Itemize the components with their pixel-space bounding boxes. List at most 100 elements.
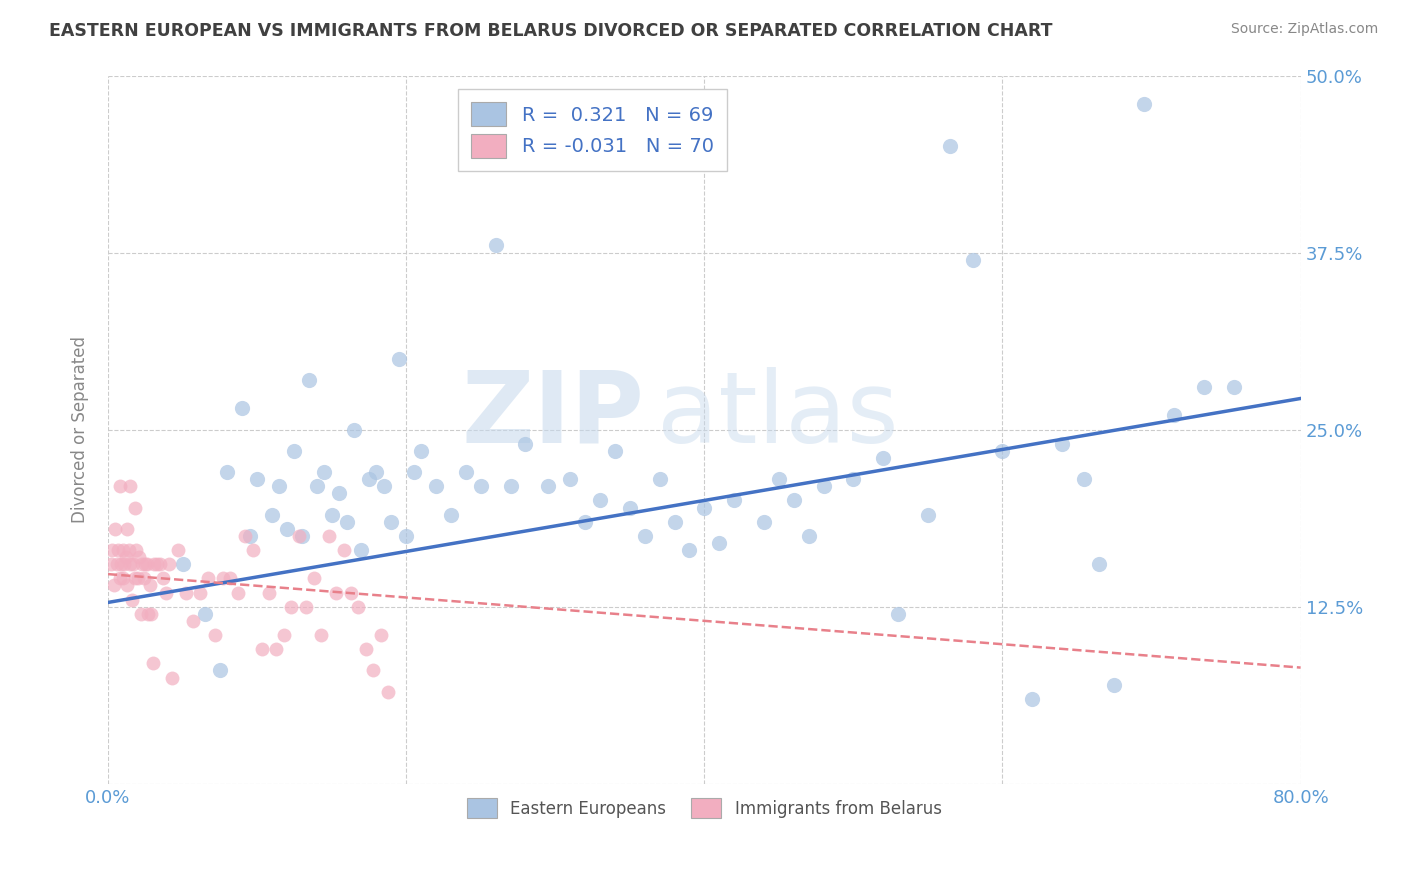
Point [1021,691,1043,706]
Text: atlas: atlas [657,367,898,464]
Point [962,252,984,267]
Point [118,543,141,558]
Point [370,628,392,642]
Point [325,585,347,599]
Point [377,684,399,698]
Point [402,465,425,479]
Point [678,543,700,558]
Point [619,500,641,515]
Point [190,585,212,599]
Point [560,472,582,486]
Point [128,550,150,565]
Point [132,571,155,585]
Point [797,529,820,543]
Point [354,642,377,657]
Point [211,571,233,585]
Point [350,543,373,558]
Point [120,479,142,493]
Point [603,443,626,458]
Point [1222,380,1244,394]
Point [141,607,163,621]
Point [276,522,298,536]
Point [115,550,138,565]
Point [155,585,177,599]
Point [484,238,506,252]
Point [1088,557,1111,571]
Point [1073,472,1095,486]
Point [108,479,131,493]
Point [226,585,249,599]
Text: EASTERN EUROPEAN VS IMMIGRANTS FROM BELARUS DIVORCED OR SEPARATED CORRELATION CH: EASTERN EUROPEAN VS IMMIGRANTS FROM BELA… [49,22,1053,40]
Point [127,571,149,585]
Point [1133,96,1156,111]
Point [121,592,143,607]
Point [117,578,139,592]
Point [515,437,537,451]
Point [269,479,291,493]
Point [723,493,745,508]
Point [104,522,127,536]
Point [266,642,288,657]
Point [204,628,226,642]
Point [124,571,146,585]
Point [288,529,311,543]
Point [295,599,318,614]
Point [991,443,1014,458]
Point [112,557,135,571]
Point [425,479,447,493]
Point [314,465,336,479]
Point [1163,409,1185,423]
Point [332,543,354,558]
Point [470,479,492,493]
Point [373,479,395,493]
Point [167,543,190,558]
Point [291,529,314,543]
Point [380,515,402,529]
Point [105,557,128,571]
Point [273,628,295,642]
Point [257,585,280,599]
Point [813,479,835,493]
Point [335,515,357,529]
Point [117,522,139,536]
Point [239,529,262,543]
Point [197,571,219,585]
Legend: Eastern Europeans, Immigrants from Belarus: Eastern Europeans, Immigrants from Belar… [460,791,948,825]
Point [309,628,332,642]
Y-axis label: Divorced or Separated: Divorced or Separated [72,336,89,523]
Point [246,472,269,486]
Point [363,664,385,678]
Point [194,607,217,621]
Point [752,515,775,529]
Point [537,479,560,493]
Point [174,585,197,599]
Point [217,465,239,479]
Point [340,585,363,599]
Point [134,557,156,571]
Point [939,139,962,153]
Point [842,472,865,486]
Point [131,557,153,571]
Point [768,472,790,486]
Point [395,529,418,543]
Point [250,642,273,657]
Point [783,493,806,508]
Point [101,543,124,558]
Point [634,529,657,543]
Point [219,571,242,585]
Point [129,607,152,621]
Point [872,450,894,465]
Point [343,423,366,437]
Point [280,599,302,614]
Point [589,493,612,508]
Point [454,465,477,479]
Point [149,557,172,571]
Point [302,571,325,585]
Point [283,443,305,458]
Point [366,465,388,479]
Point [1050,437,1073,451]
Point [103,578,125,592]
Point [887,607,910,621]
Point [111,571,134,585]
Point [120,557,142,571]
